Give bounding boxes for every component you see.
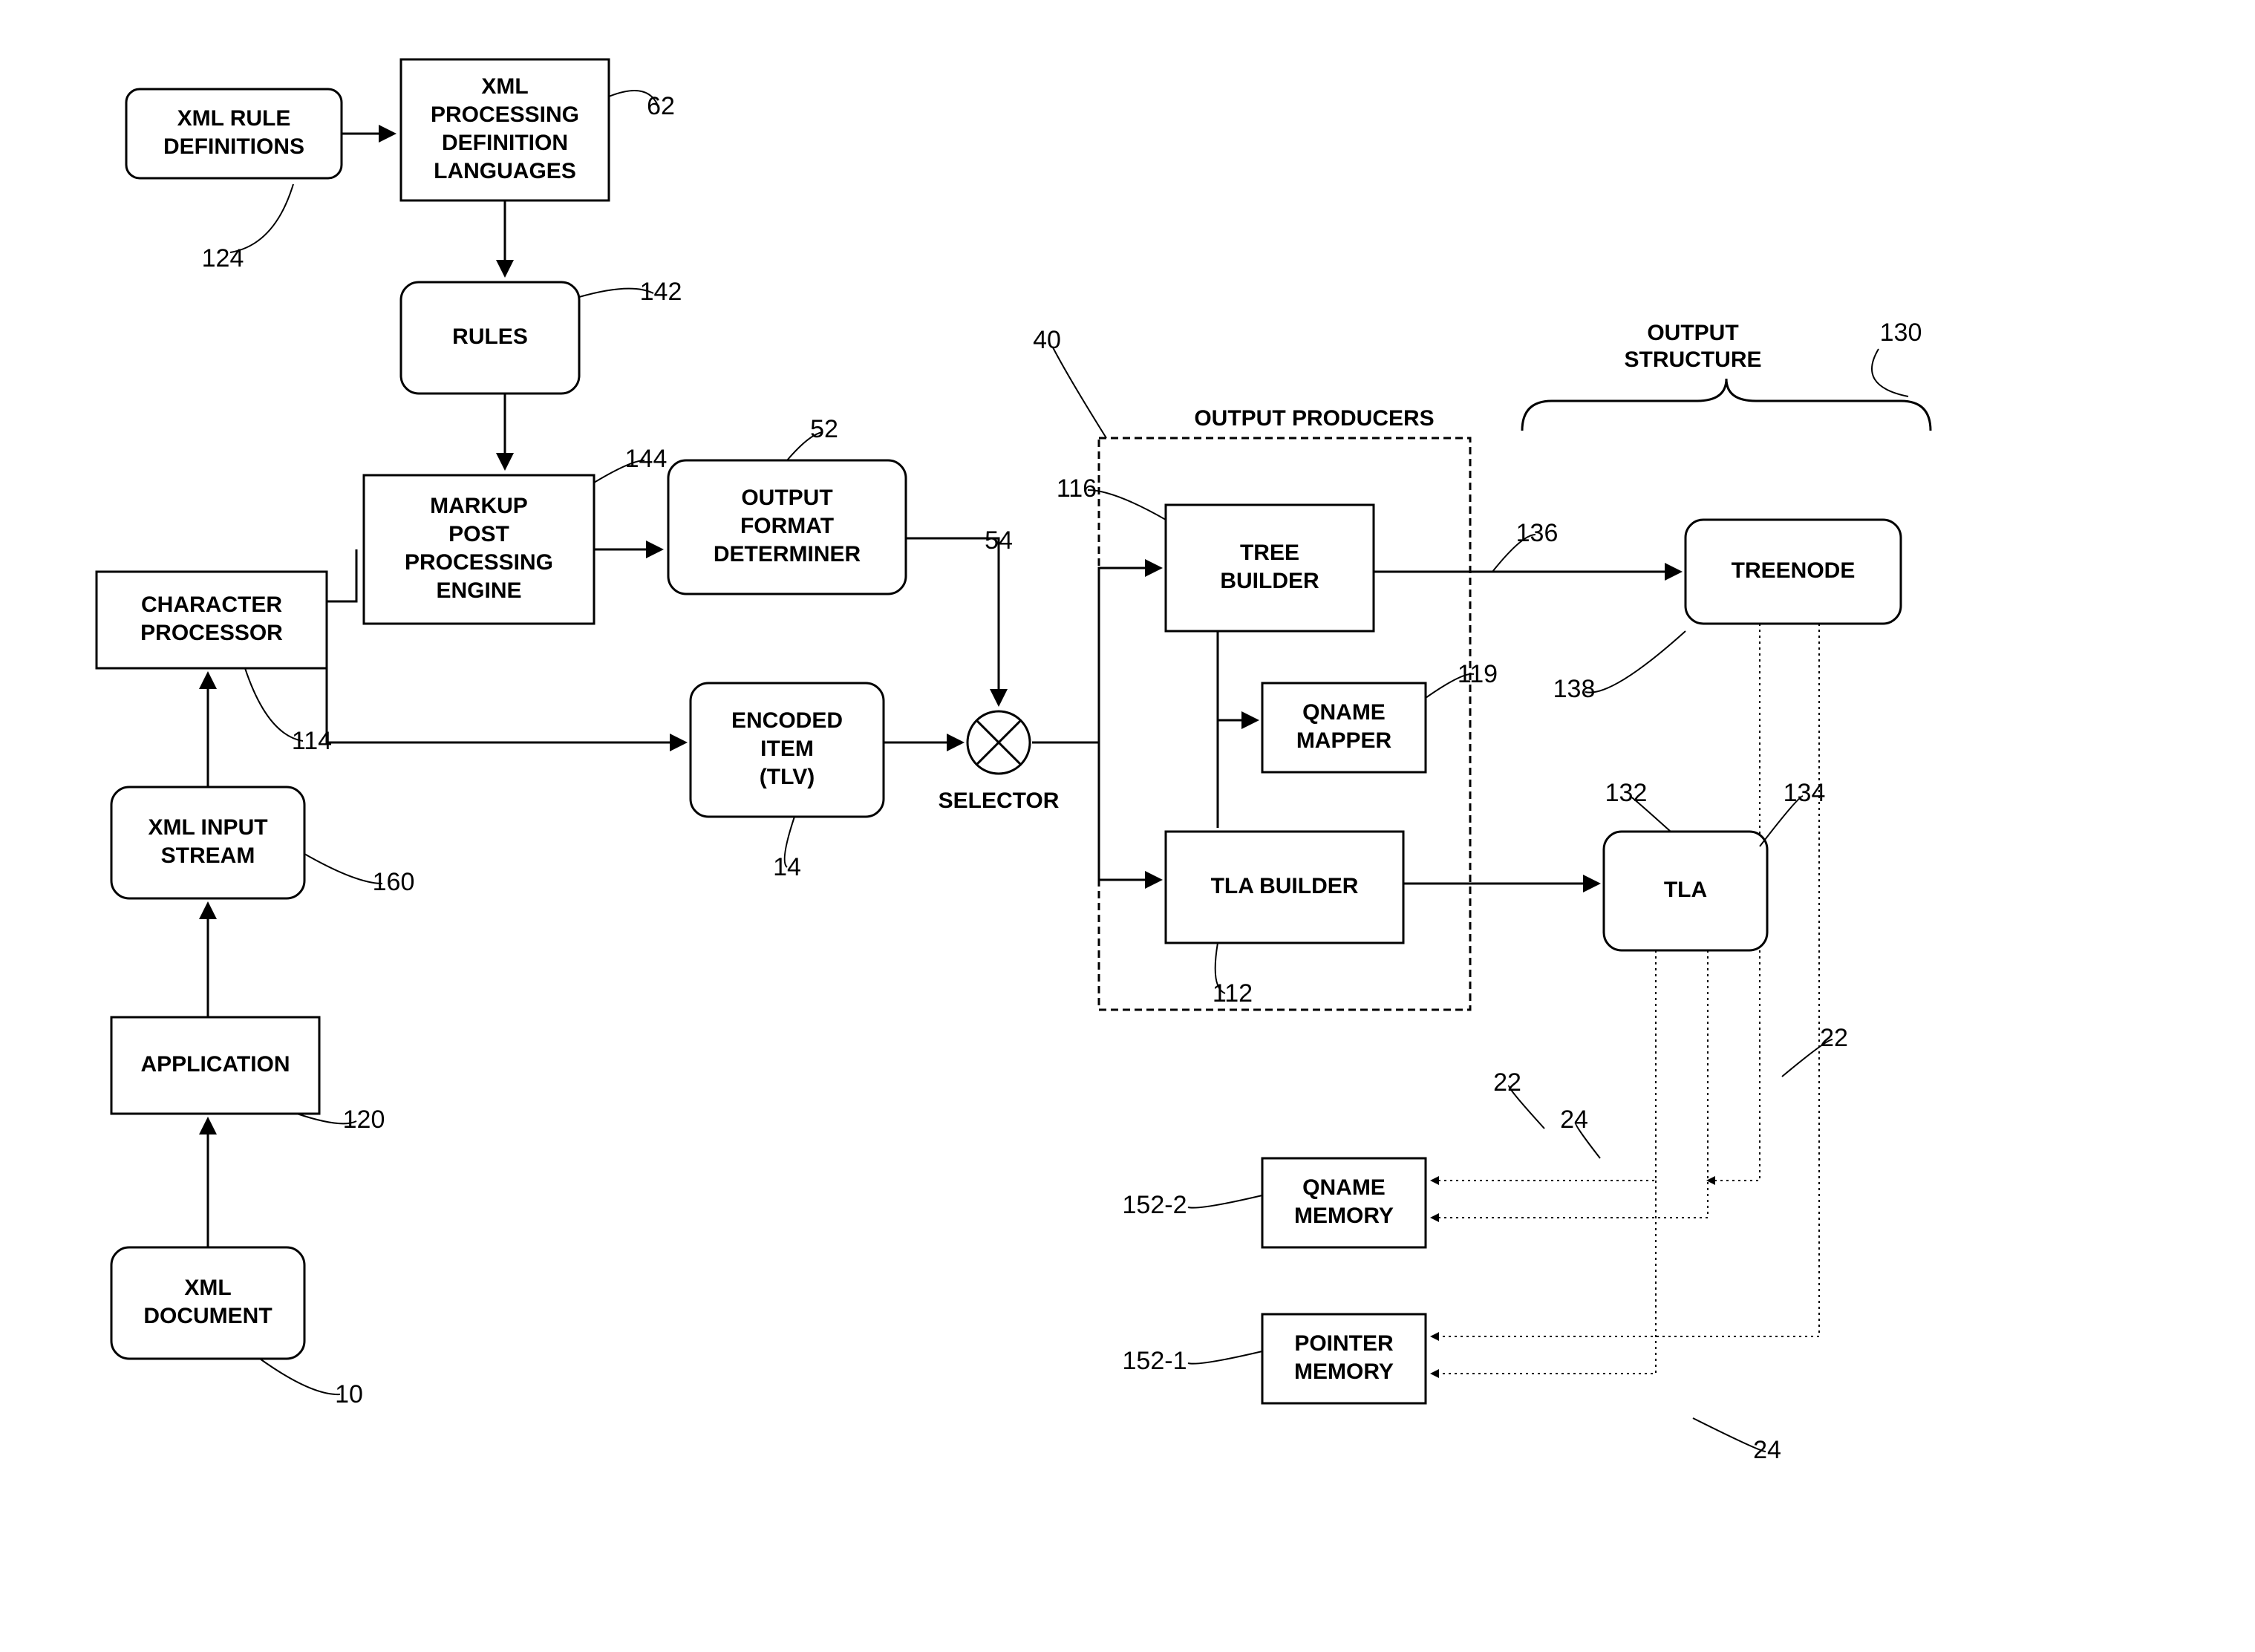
ref-112: 112 <box>1213 979 1253 1008</box>
node-pointer_mem-label: POINTER <box>1294 1331 1394 1356</box>
ref-144: 144 <box>625 445 668 473</box>
node-xml_doc-label: DOCUMENT <box>143 1304 272 1328</box>
ref-152-1-leader <box>1188 1351 1262 1364</box>
ref-22a: 22 <box>1820 1024 1848 1052</box>
ref-119: 119 <box>1458 660 1498 688</box>
node-tree_builder-label: TREE <box>1240 541 1299 565</box>
ref-138-leader <box>1585 631 1685 693</box>
ref-152-2: 152-2 <box>1123 1191 1187 1219</box>
node-rules-label: RULES <box>452 324 528 349</box>
ref-136: 136 <box>1516 519 1559 547</box>
node-xml_input-label: STREAM <box>161 843 255 868</box>
node-xml_proc_lang-label: DEFINITION <box>442 131 568 155</box>
output-structure-label: STRUCTURE <box>1625 347 1762 372</box>
ref-142: 142 <box>640 278 682 306</box>
node-qname_mapper-label: QNAME <box>1302 700 1386 725</box>
node-xml_proc_lang-label: PROCESSING <box>431 102 579 127</box>
ref-132: 132 <box>1605 779 1648 807</box>
ref-130-leader <box>1872 349 1908 396</box>
edge-10 <box>1218 631 1256 720</box>
node-markup_engine-label: MARKUP <box>430 494 528 518</box>
ref-116: 116 <box>1057 474 1097 503</box>
output-structure-brace <box>1522 379 1931 431</box>
edge-8 <box>1032 568 1160 742</box>
ref-24b: 24 <box>1753 1436 1781 1464</box>
dotted-edge-3 <box>1432 624 1819 1336</box>
node-xml_rule_def-label: DEFINITIONS <box>163 134 304 159</box>
edge-5 <box>906 538 999 704</box>
selector-label: SELECTOR <box>939 789 1060 813</box>
ref-134: 134 <box>1784 779 1826 807</box>
node-out_fmt_det-label: DETERMINER <box>714 542 861 567</box>
node-markup_engine-label: POST <box>448 522 509 546</box>
xml-processing-diagram: XML RULE DEFINITIONS XML PROCESSING DEFINITI… <box>0 0 2255 1652</box>
dotted-edge-0 <box>1432 950 1656 1181</box>
ref-120: 120 <box>343 1106 385 1134</box>
node-xml_rule_def-label: XML RULE <box>177 106 291 131</box>
dotted-edge-4 <box>1432 1181 1656 1374</box>
ref-24a: 24 <box>1560 1106 1588 1134</box>
node-tree_builder-label: BUILDER <box>1220 569 1319 593</box>
ref-114: 114 <box>292 727 332 755</box>
node-qname_mem-label: MEMORY <box>1294 1204 1394 1228</box>
node-out_fmt_det-label: OUTPUT <box>741 486 832 510</box>
ref-152-2-leader <box>1188 1195 1262 1208</box>
node-application-label: APPLICATION <box>140 1052 290 1077</box>
ref-124-leader <box>230 184 293 252</box>
ref-40: 40 <box>1033 326 1061 354</box>
ref-132-leader <box>1630 796 1671 832</box>
node-pointer_mem-label: MEMORY <box>1294 1359 1394 1384</box>
ref-52: 52 <box>810 415 838 443</box>
ref-22b: 22 <box>1493 1068 1521 1097</box>
ref-124: 124 <box>202 244 244 272</box>
ref-10-leader <box>260 1359 340 1394</box>
ref-54: 54 <box>985 526 1013 555</box>
edge-6 <box>327 635 685 742</box>
node-xml_input-label: XML INPUT <box>148 815 267 840</box>
output-producers-label: OUTPUT PRODUCERS <box>1194 406 1434 431</box>
node-xml_proc_lang-label: XML <box>481 74 528 99</box>
node-qname_mapper-label: MAPPER <box>1296 728 1392 753</box>
node-encoded_item-label: ITEM <box>760 737 814 761</box>
node-tla_builder-label: TLA BUILDER <box>1211 874 1359 898</box>
node-char_proc-label: PROCESSOR <box>140 621 283 645</box>
node-out_fmt_det-label: FORMAT <box>740 514 834 538</box>
dotted-edge-1 <box>1432 950 1708 1218</box>
node-xml_proc_lang-label: LANGUAGES <box>434 159 576 183</box>
node-encoded_item-label: ENCODED <box>731 708 843 733</box>
node-encoded_item-label: (TLV) <box>760 765 815 789</box>
ref-160: 160 <box>373 868 415 896</box>
node-char_proc-label: CHARACTER <box>141 592 282 617</box>
ref-160-leader <box>304 854 382 884</box>
node-tla-label: TLA <box>1664 878 1707 902</box>
node-markup_engine-label: ENGINE <box>436 578 521 603</box>
ref-130: 130 <box>1880 319 1922 347</box>
node-treenode-label: TREENODE <box>1732 558 1856 583</box>
edge-9 <box>1099 742 1160 880</box>
ref-152-1: 152-1 <box>1123 1347 1187 1375</box>
node-markup_engine-label: PROCESSING <box>405 550 553 575</box>
edge-3 <box>327 549 356 601</box>
ref-138: 138 <box>1553 675 1596 703</box>
ref-40-leader <box>1053 347 1106 438</box>
node-xml_doc-label: XML <box>184 1276 231 1300</box>
node-qname_mem-label: QNAME <box>1302 1175 1386 1200</box>
output-structure-label: OUTPUT <box>1647 321 1738 345</box>
